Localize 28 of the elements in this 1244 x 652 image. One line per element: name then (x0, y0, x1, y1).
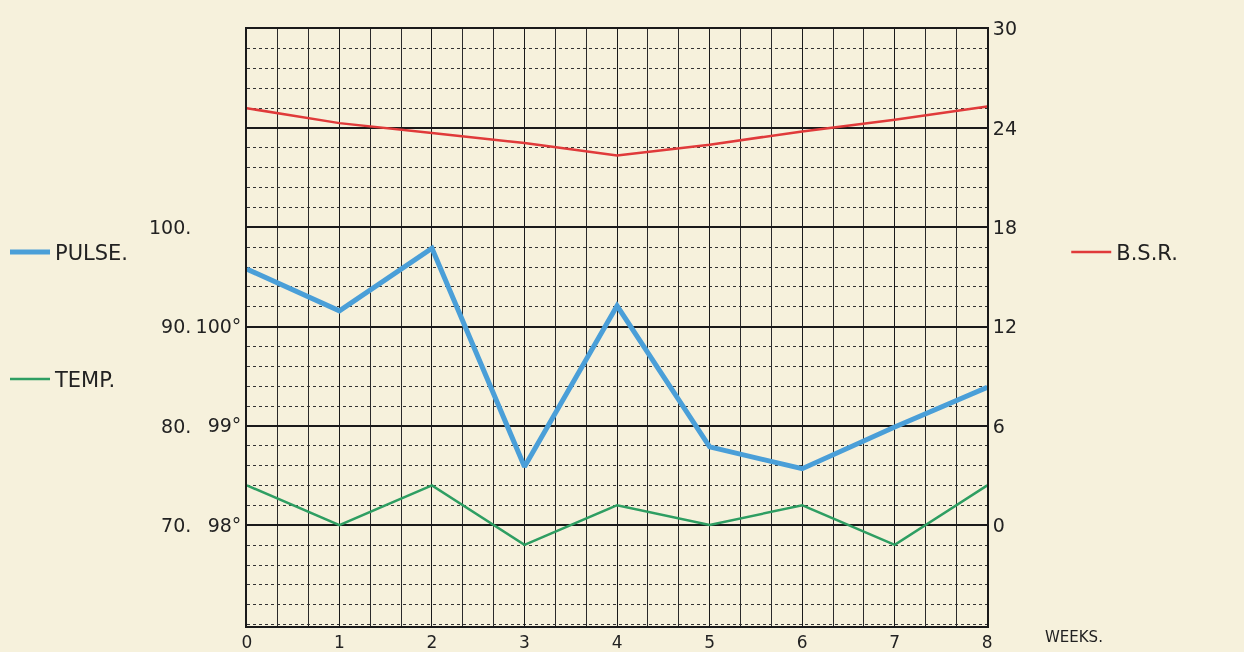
y2-tick-label: 30 (992, 17, 1017, 40)
y2-tick-label: 24 (992, 116, 1017, 139)
legend-label: B.S.R. (1116, 241, 1178, 266)
y3-tick-label: 100° (195, 315, 242, 338)
y-tick-label: 80. (161, 414, 192, 437)
y3-tick-label: 98° (207, 513, 242, 536)
x-tick-label: 0 (241, 632, 253, 652)
y2-tick-label: 18 (992, 216, 1017, 239)
y-tick-label: 100. (149, 216, 192, 239)
line-series (246, 105, 988, 157)
x-axis-title: WEEKS. (1045, 628, 1103, 646)
y2-tick-label: 12 (992, 315, 1017, 338)
x-tick-label: 5 (704, 632, 716, 652)
y2-tick-label: 6 (992, 414, 1005, 437)
y3-tick-label: 99° (207, 414, 242, 437)
y2-tick-label: 0 (992, 514, 1005, 536)
x-tick-label: 3 (519, 632, 530, 652)
x-tick-label: 4 (611, 632, 623, 652)
x-tick-label: 8 (981, 632, 993, 652)
x-tick-label: 7 (889, 632, 901, 652)
legend-label: TEMP. (54, 368, 116, 393)
x-tick-label: 2 (426, 632, 438, 652)
line-series (246, 484, 988, 547)
x-tick-label: 1 (334, 632, 345, 652)
legend-label: PULSE. (55, 241, 129, 266)
y-tick-label: 70. (161, 513, 192, 536)
y-tick-label: 90. (161, 315, 192, 338)
x-tick-label: 6 (796, 632, 808, 652)
